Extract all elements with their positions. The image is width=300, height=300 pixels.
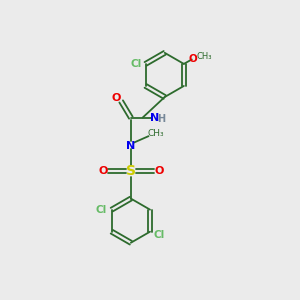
- Text: Cl: Cl: [96, 205, 107, 214]
- Text: O: O: [111, 93, 121, 103]
- Text: Cl: Cl: [154, 230, 165, 240]
- Text: O: O: [189, 54, 198, 64]
- Text: N: N: [126, 141, 136, 151]
- Text: H: H: [157, 114, 165, 124]
- Text: N: N: [150, 112, 159, 123]
- Text: O: O: [98, 166, 108, 176]
- Text: Cl: Cl: [130, 59, 142, 69]
- Text: O: O: [154, 166, 164, 176]
- Text: CH₃: CH₃: [148, 129, 164, 138]
- Text: S: S: [126, 164, 136, 178]
- Text: CH₃: CH₃: [197, 52, 212, 61]
